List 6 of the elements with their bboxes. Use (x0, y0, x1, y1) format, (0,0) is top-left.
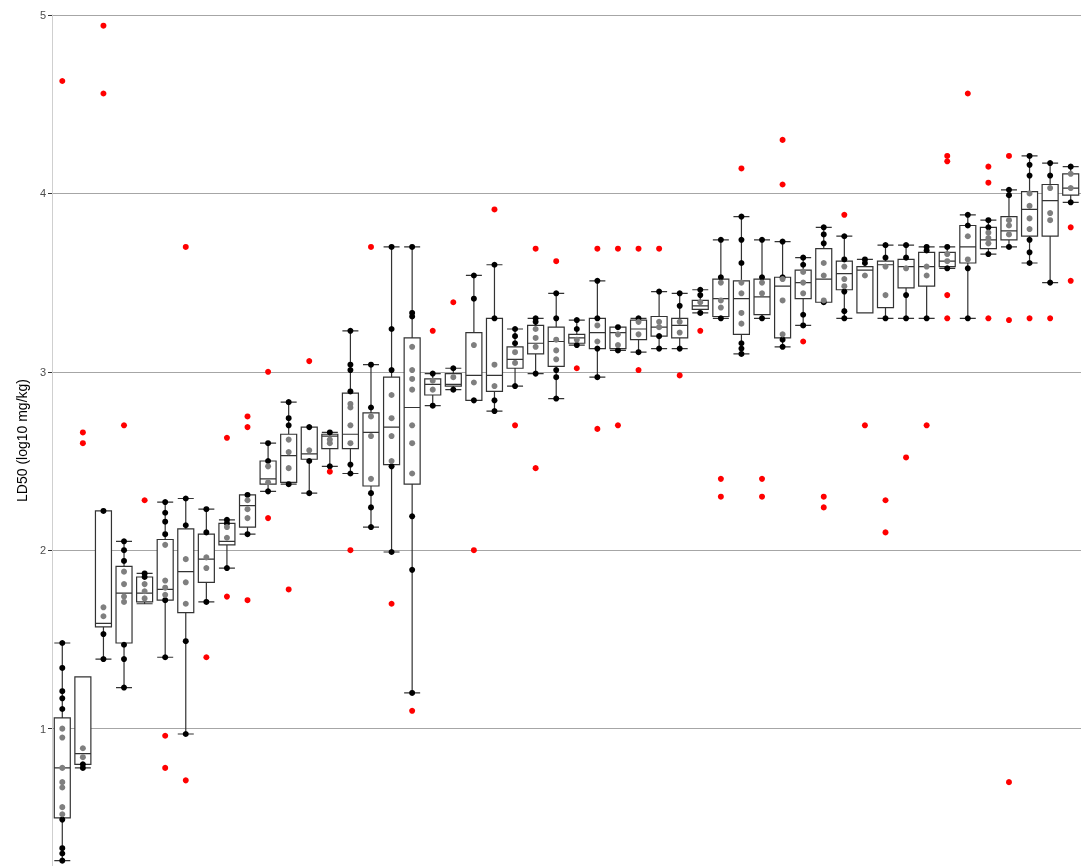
y-tick-label: 1 (39, 722, 46, 735)
y-tick-label: 3 (39, 365, 46, 378)
y-tick-label: 5 (39, 9, 46, 21)
y-tick-label: 2 (39, 544, 46, 557)
y-tick-label: 4 (39, 187, 46, 200)
y-axis-title: LD50 (log10 mg/kg) (13, 379, 30, 502)
